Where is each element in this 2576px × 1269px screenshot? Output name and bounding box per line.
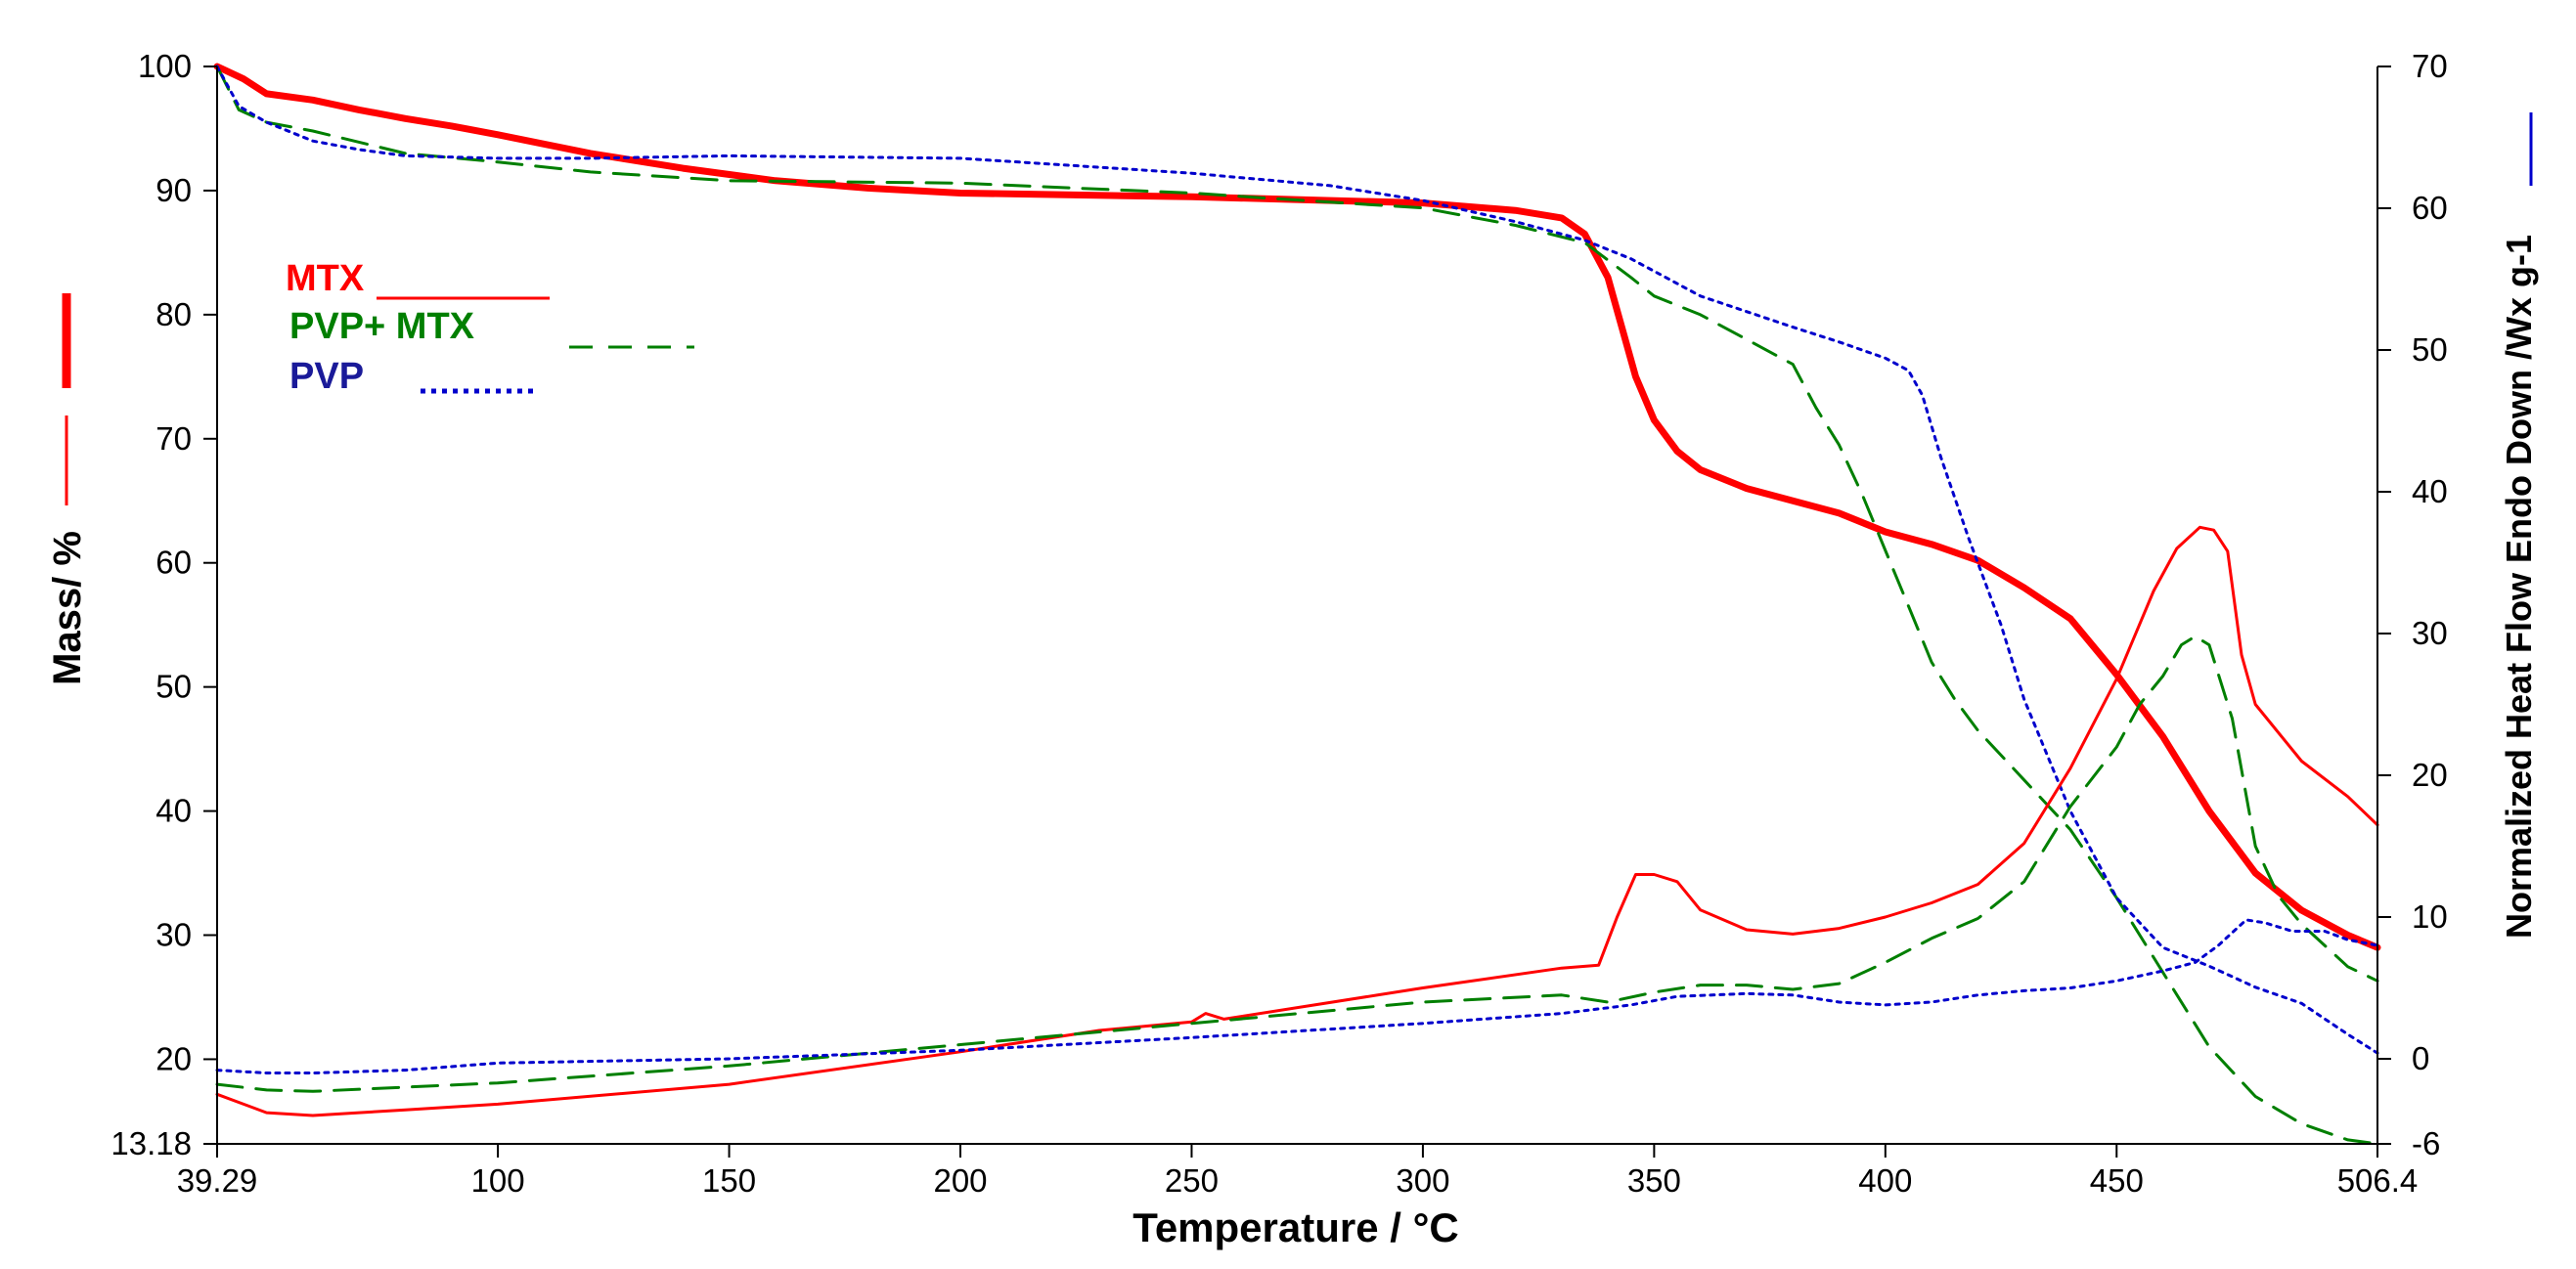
- y-left-tick-label: 70: [155, 420, 192, 457]
- x-ticks: 39.29 100 150 200 250 300 350 400 450 506.4: [177, 1144, 2419, 1199]
- y-left-tick-label: 90: [155, 172, 192, 208]
- x-tick-label: 200: [933, 1162, 987, 1199]
- y-left-tick-label: 30: [155, 917, 192, 953]
- y-right-tick-label: 10: [2412, 898, 2448, 935]
- series-line-mtx-heat-flow: [215, 525, 2379, 1117]
- y-right-tick-label: 20: [2412, 757, 2448, 793]
- legend-label-pvp: PVP: [289, 356, 364, 397]
- y-right-tick-label: 50: [2412, 331, 2448, 368]
- legend-label-pvp-mtx: PVP+ MTX: [289, 306, 475, 347]
- y-left-ticks: 13.18 20 30 40 50 60 70 80 90 100: [111, 48, 217, 1161]
- x-tick-label: 350: [1627, 1162, 1681, 1199]
- y-right-ticks: -6 0 10 20 30 40 50 60 70: [2377, 48, 2448, 1161]
- y-left-tick-label: 20: [155, 1040, 192, 1076]
- y-left-tick-label: 13.18: [111, 1125, 192, 1161]
- y-left-tick-label: 100: [138, 48, 192, 84]
- x-tick-label: 300: [1396, 1162, 1449, 1199]
- y-left-tick-label: 40: [155, 793, 192, 829]
- series-line-mtx-mass: [213, 63, 2381, 951]
- series-line-pvp-mtx-mass: [215, 65, 2379, 1146]
- y-right-tick-label: 70: [2412, 48, 2448, 84]
- x-tick-label: 100: [471, 1162, 525, 1199]
- y-left-tick-label: 80: [155, 296, 192, 332]
- y-right-tick-label: -6: [2412, 1125, 2440, 1161]
- x-axis-title: Temperature / °C: [1133, 1204, 1458, 1250]
- y-left-axis-title: Mass/ %: [46, 531, 89, 685]
- x-tick-label: 39.29: [177, 1162, 258, 1199]
- y-left-tick-label: 60: [155, 545, 192, 581]
- x-tick-label: 250: [1165, 1162, 1219, 1199]
- series-line-pvp-mass: [215, 65, 2379, 1055]
- y-right-tick-label: 30: [2412, 615, 2448, 651]
- series-line-pvp-heat-flow: [215, 918, 2379, 1074]
- plot-series: [213, 63, 2381, 1146]
- x-tick-label: 450: [2090, 1162, 2144, 1199]
- series-line-pvp-mtx-heat-flow: [215, 634, 2379, 1093]
- y-left-tick-label: 50: [155, 669, 192, 705]
- legend-label-mtx: MTX: [286, 258, 365, 299]
- y-right-tick-label: 60: [2412, 190, 2448, 226]
- y-right-tick-label: 0: [2412, 1040, 2429, 1076]
- x-tick-label: 506.4: [2337, 1162, 2419, 1199]
- y-right-tick-label: 40: [2412, 473, 2448, 509]
- legend: MTX PVP+ MTX PVP: [286, 258, 694, 397]
- x-tick-label: 150: [702, 1162, 756, 1199]
- x-tick-label: 400: [1858, 1162, 1912, 1199]
- y-right-axis-title: Normalized Heat Flow Endo Down /Wx g-1: [2499, 235, 2539, 939]
